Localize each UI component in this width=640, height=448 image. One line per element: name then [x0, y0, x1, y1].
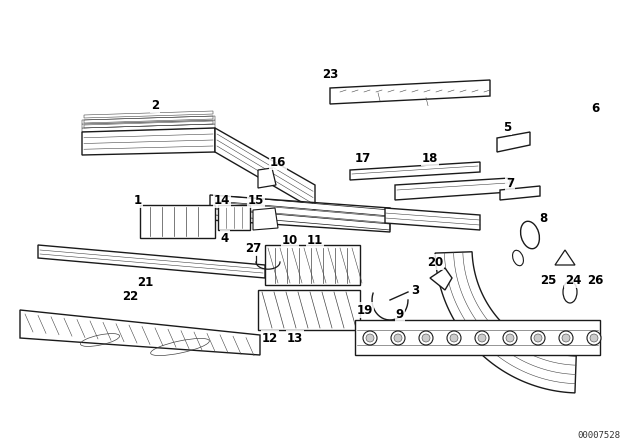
- Text: 19: 19: [357, 303, 373, 316]
- Polygon shape: [265, 245, 360, 285]
- Circle shape: [587, 331, 601, 345]
- Text: 27: 27: [245, 241, 261, 254]
- Polygon shape: [258, 168, 276, 188]
- Polygon shape: [330, 80, 490, 104]
- Text: 17: 17: [355, 151, 371, 164]
- Polygon shape: [355, 320, 600, 355]
- Circle shape: [475, 331, 489, 345]
- Circle shape: [450, 334, 458, 342]
- Polygon shape: [38, 245, 265, 278]
- Polygon shape: [395, 178, 510, 200]
- Text: 20: 20: [427, 255, 443, 268]
- Ellipse shape: [520, 221, 540, 249]
- Polygon shape: [350, 162, 480, 180]
- Circle shape: [478, 334, 486, 342]
- Text: 7: 7: [506, 177, 514, 190]
- Circle shape: [503, 331, 517, 345]
- Ellipse shape: [563, 281, 577, 303]
- Polygon shape: [215, 202, 390, 223]
- Polygon shape: [215, 209, 390, 230]
- Polygon shape: [258, 290, 360, 330]
- Text: 24: 24: [565, 273, 581, 287]
- Circle shape: [422, 334, 430, 342]
- Text: 23: 23: [322, 68, 338, 81]
- Circle shape: [534, 334, 542, 342]
- Polygon shape: [430, 268, 452, 290]
- Circle shape: [363, 331, 377, 345]
- Polygon shape: [82, 124, 215, 132]
- Circle shape: [531, 331, 545, 345]
- Polygon shape: [215, 195, 390, 216]
- Circle shape: [419, 331, 433, 345]
- Text: 2: 2: [151, 99, 159, 112]
- Text: 21: 21: [137, 276, 153, 289]
- Circle shape: [559, 331, 573, 345]
- Polygon shape: [435, 252, 576, 393]
- Text: 1: 1: [134, 194, 142, 207]
- Polygon shape: [253, 208, 278, 230]
- Polygon shape: [82, 116, 215, 124]
- Polygon shape: [555, 250, 575, 265]
- Polygon shape: [385, 208, 480, 230]
- Polygon shape: [82, 128, 215, 155]
- Text: 10: 10: [282, 233, 298, 246]
- Text: 26: 26: [587, 273, 603, 287]
- Text: 4: 4: [221, 232, 229, 245]
- Text: 13: 13: [287, 332, 303, 345]
- Circle shape: [562, 334, 570, 342]
- Text: 15: 15: [248, 194, 264, 207]
- Text: 18: 18: [422, 151, 438, 164]
- Text: 00007528: 00007528: [577, 431, 620, 440]
- Text: 25: 25: [540, 273, 556, 287]
- Polygon shape: [140, 205, 215, 238]
- Polygon shape: [20, 310, 260, 355]
- Circle shape: [447, 331, 461, 345]
- Text: 5: 5: [503, 121, 511, 134]
- Text: 11: 11: [307, 233, 323, 246]
- Circle shape: [394, 334, 402, 342]
- Text: 3: 3: [411, 284, 419, 297]
- Text: 22: 22: [122, 289, 138, 302]
- Polygon shape: [500, 186, 540, 200]
- Polygon shape: [218, 205, 250, 230]
- Circle shape: [391, 331, 405, 345]
- Circle shape: [506, 334, 514, 342]
- Text: 8: 8: [539, 211, 547, 224]
- Circle shape: [366, 334, 374, 342]
- Text: 12: 12: [262, 332, 278, 345]
- Text: 16: 16: [270, 155, 286, 168]
- Circle shape: [590, 334, 598, 342]
- Text: 9: 9: [396, 309, 404, 322]
- Polygon shape: [82, 120, 215, 128]
- Polygon shape: [497, 132, 530, 152]
- Ellipse shape: [513, 250, 524, 266]
- Text: 6: 6: [591, 102, 599, 115]
- Text: 14: 14: [214, 194, 230, 207]
- Polygon shape: [215, 128, 315, 210]
